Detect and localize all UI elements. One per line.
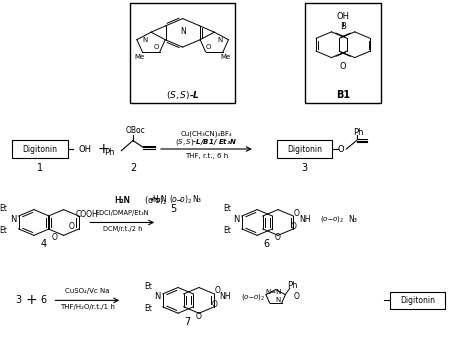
Text: H₂N: H₂N [114, 196, 130, 205]
Text: 1: 1 [37, 163, 43, 173]
Text: Digitonin: Digitonin [22, 144, 57, 153]
Text: O: O [154, 44, 159, 50]
Text: Et: Et [144, 282, 152, 291]
Text: Et: Et [144, 304, 152, 313]
Text: N: N [154, 292, 160, 302]
Text: $(o\!\!\smile\!\!o)_2$: $(o\!\!\smile\!\!o)_2$ [241, 292, 265, 302]
Text: N: N [217, 37, 222, 43]
Text: +: + [98, 142, 109, 156]
FancyBboxPatch shape [12, 140, 68, 158]
Text: 6: 6 [40, 295, 46, 305]
Text: OH: OH [337, 12, 350, 21]
Text: Et: Et [0, 226, 8, 236]
Text: B1: B1 [336, 90, 350, 100]
Text: N=N: N=N [265, 289, 282, 295]
Text: O: O [215, 286, 220, 295]
Text: 6: 6 [264, 239, 269, 250]
Text: 5: 5 [170, 204, 176, 214]
Text: Et: Et [0, 204, 8, 214]
Text: 3: 3 [16, 295, 22, 305]
Text: Et: Et [223, 226, 231, 236]
Text: Ph: Ph [287, 280, 297, 290]
Text: Digitonin: Digitonin [287, 144, 322, 153]
Text: Ph: Ph [353, 128, 363, 137]
Text: N: N [275, 298, 281, 303]
FancyBboxPatch shape [277, 140, 332, 158]
FancyBboxPatch shape [390, 292, 445, 309]
Text: O: O [340, 62, 346, 71]
Text: O: O [211, 300, 217, 309]
Bar [130, 3, 235, 103]
Text: 2: 2 [131, 163, 137, 173]
Text: O: O [337, 144, 344, 153]
Text: EDCI/DMAP/Et₃N: EDCI/DMAP/Et₃N [95, 210, 149, 216]
Text: OH: OH [78, 144, 91, 153]
Text: O: O [291, 222, 296, 231]
Text: COOH: COOH [76, 209, 99, 219]
Text: OBoc: OBoc [126, 126, 145, 135]
Text: Digitonin: Digitonin [400, 296, 435, 305]
Text: O: O [294, 208, 300, 218]
Text: +: + [26, 293, 37, 307]
Text: NH: NH [299, 215, 310, 224]
Text: Cu(CH₃CN)₄BF₄: Cu(CH₃CN)₄BF₄ [181, 131, 232, 137]
Text: $\mathsf{(o\!\!\!\curvearrowleft\!\!\!o)_2}$: $\mathsf{(o\!\!\!\curvearrowleft\!\!\!o)… [144, 194, 168, 207]
Text: $(o\!\!\!\smile\!\!\!o)_2$: $(o\!\!\!\smile\!\!\!o)_2$ [169, 193, 192, 206]
Text: O: O [206, 44, 211, 50]
Text: O: O [196, 312, 202, 321]
Text: N: N [10, 215, 16, 224]
Text: 4: 4 [40, 239, 46, 250]
Text: Ph: Ph [104, 148, 114, 157]
Text: NH: NH [220, 292, 231, 302]
Text: THF, r.t., 6 h: THF, r.t., 6 h [185, 153, 228, 159]
Text: B: B [340, 22, 346, 31]
Text: O: O [294, 292, 300, 302]
Text: $(o\!\!\smile\!\!o)_2$: $(o\!\!\smile\!\!o)_2$ [320, 214, 344, 224]
Text: H₂N: H₂N [153, 195, 167, 204]
Text: N₃: N₃ [348, 215, 356, 224]
Text: THF/H₂O/r.t./1 h: THF/H₂O/r.t./1 h [60, 304, 115, 310]
Text: $(S,S)$-L: $(S,S)$-L [166, 89, 200, 101]
Text: Me: Me [134, 54, 145, 59]
Text: Me: Me [221, 54, 231, 59]
Text: O: O [275, 233, 281, 242]
Text: N: N [233, 215, 239, 224]
Text: 7: 7 [184, 317, 191, 327]
Text: N: N [180, 27, 185, 36]
Text: CuSO₄/Vc Na: CuSO₄/Vc Na [65, 288, 109, 294]
Text: DCM/r.t./2 h: DCM/r.t./2 h [102, 226, 142, 232]
Text: N₃: N₃ [192, 195, 201, 204]
Bar [305, 3, 382, 103]
Text: O: O [68, 222, 74, 231]
Text: H₂N: H₂N [114, 196, 130, 205]
Text: O: O [52, 233, 58, 242]
Text: 3: 3 [301, 163, 308, 173]
Text: Et: Et [223, 204, 231, 214]
Text: $(S,S)$-L/B1/ Et₃N: $(S,S)$-L/B1/ Et₃N [175, 136, 237, 147]
Text: N: N [143, 37, 148, 43]
